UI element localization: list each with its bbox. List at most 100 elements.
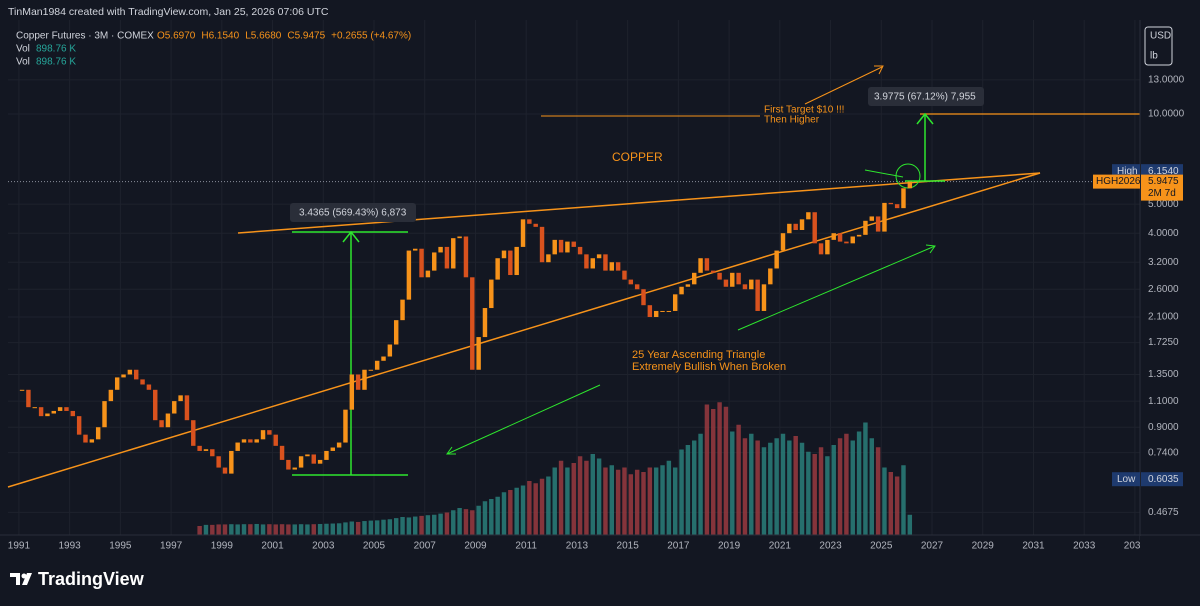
y-tick-label: 13.0000	[1148, 75, 1185, 86]
y-tick-label: 1.3500	[1148, 369, 1179, 380]
candle	[140, 379, 145, 385]
x-tick-label: 2027	[921, 541, 944, 552]
candle	[343, 409, 348, 443]
candle	[248, 439, 253, 443]
volume-bar	[577, 456, 583, 535]
candle	[609, 262, 615, 271]
volume-bar	[330, 523, 336, 535]
volume-bar	[698, 433, 703, 535]
candle	[711, 270, 716, 273]
volume-bar	[882, 467, 887, 535]
candle	[260, 430, 266, 440]
volume-bar	[197, 526, 202, 535]
candle	[863, 220, 868, 235]
volume-bar	[774, 438, 779, 535]
grid	[8, 20, 1140, 535]
candle	[749, 279, 754, 290]
volume-bar	[305, 524, 310, 535]
volume-bar	[381, 519, 386, 535]
candle	[806, 212, 811, 220]
logo-icon	[21, 573, 27, 579]
candle	[495, 258, 500, 280]
candle	[273, 434, 278, 446]
volume-bar	[298, 524, 304, 535]
candle	[311, 454, 316, 464]
candle	[577, 246, 583, 255]
candle	[216, 456, 221, 468]
volume-bar	[634, 469, 640, 535]
volume-bar	[324, 523, 329, 535]
volume-bar	[241, 524, 247, 535]
candle	[235, 442, 240, 451]
volume-bar	[495, 496, 500, 535]
volume-bar	[692, 440, 697, 535]
annotation: First Target $10 !!!	[764, 105, 844, 116]
candle	[393, 320, 399, 345]
ohlc-value: L5.6680	[245, 31, 282, 42]
candle	[330, 447, 336, 451]
price-tag-value: 5.9475	[1148, 176, 1179, 187]
candle	[38, 407, 44, 417]
volume-bar	[463, 509, 469, 535]
volume-legend-name: Vol	[16, 44, 30, 55]
volume-bar	[641, 472, 646, 535]
volume-bar	[653, 467, 659, 535]
candle	[653, 310, 659, 318]
candle	[463, 236, 469, 278]
candle	[406, 250, 412, 300]
candle	[793, 223, 798, 230]
arrow	[864, 169, 904, 178]
volume-bar	[755, 440, 760, 535]
x-tick-label: 2001	[261, 541, 284, 552]
candle	[374, 360, 380, 370]
candle	[818, 243, 824, 255]
unit[interactable]: lb	[1150, 51, 1158, 62]
volume-legend-value: 898.76 K	[36, 57, 76, 68]
price-scale	[1140, 20, 1200, 540]
x-axis: 1991 1993 1995 1997 1999 2001 2003 2005 2007 2009…	[8, 541, 1147, 552]
volume-bar	[292, 524, 297, 535]
volume-bar	[831, 445, 836, 535]
candle	[324, 450, 329, 460]
volume-bar	[609, 465, 615, 535]
candle	[178, 395, 183, 402]
volume-bar	[362, 521, 367, 535]
volume-bar	[837, 438, 843, 535]
volume-bar	[749, 433, 754, 535]
volume-bar	[476, 505, 481, 535]
candle	[660, 310, 665, 312]
volume-bar	[419, 515, 424, 535]
candle	[76, 416, 82, 435]
candle	[634, 284, 640, 290]
candle	[26, 389, 31, 408]
volume-bar	[393, 518, 399, 535]
candle	[856, 234, 862, 237]
candle	[508, 250, 513, 276]
candle	[565, 241, 570, 253]
volume-bar	[717, 402, 722, 535]
volume-bar	[406, 517, 412, 535]
candle	[647, 305, 653, 318]
currency-box[interactable]	[1144, 26, 1173, 66]
volume-bar	[571, 463, 576, 535]
candle	[742, 284, 748, 290]
candle	[292, 467, 297, 470]
volume-bar	[660, 465, 665, 535]
volume-bar	[248, 524, 253, 535]
candle	[692, 272, 697, 285]
candle	[70, 410, 76, 417]
currency[interactable]: USD	[1150, 31, 1171, 42]
x-tick-label: 2019	[718, 541, 741, 552]
volume-bar	[672, 467, 678, 535]
candle	[146, 384, 152, 390]
volume-bar	[552, 467, 557, 535]
candle	[584, 254, 589, 269]
triangle-top	[237, 172, 1041, 234]
candle	[64, 407, 69, 411]
x-tick-label: 1997	[160, 541, 183, 552]
candle	[102, 401, 107, 428]
price-tag-name: Low	[1117, 474, 1136, 485]
volume-bar	[894, 476, 900, 535]
ohlc-legend: O5.6970 H6.1540 L5.6680 C5.9475 +0.2655 (+4.…	[157, 31, 411, 42]
price-tag-name: HGH2026	[1096, 176, 1141, 187]
